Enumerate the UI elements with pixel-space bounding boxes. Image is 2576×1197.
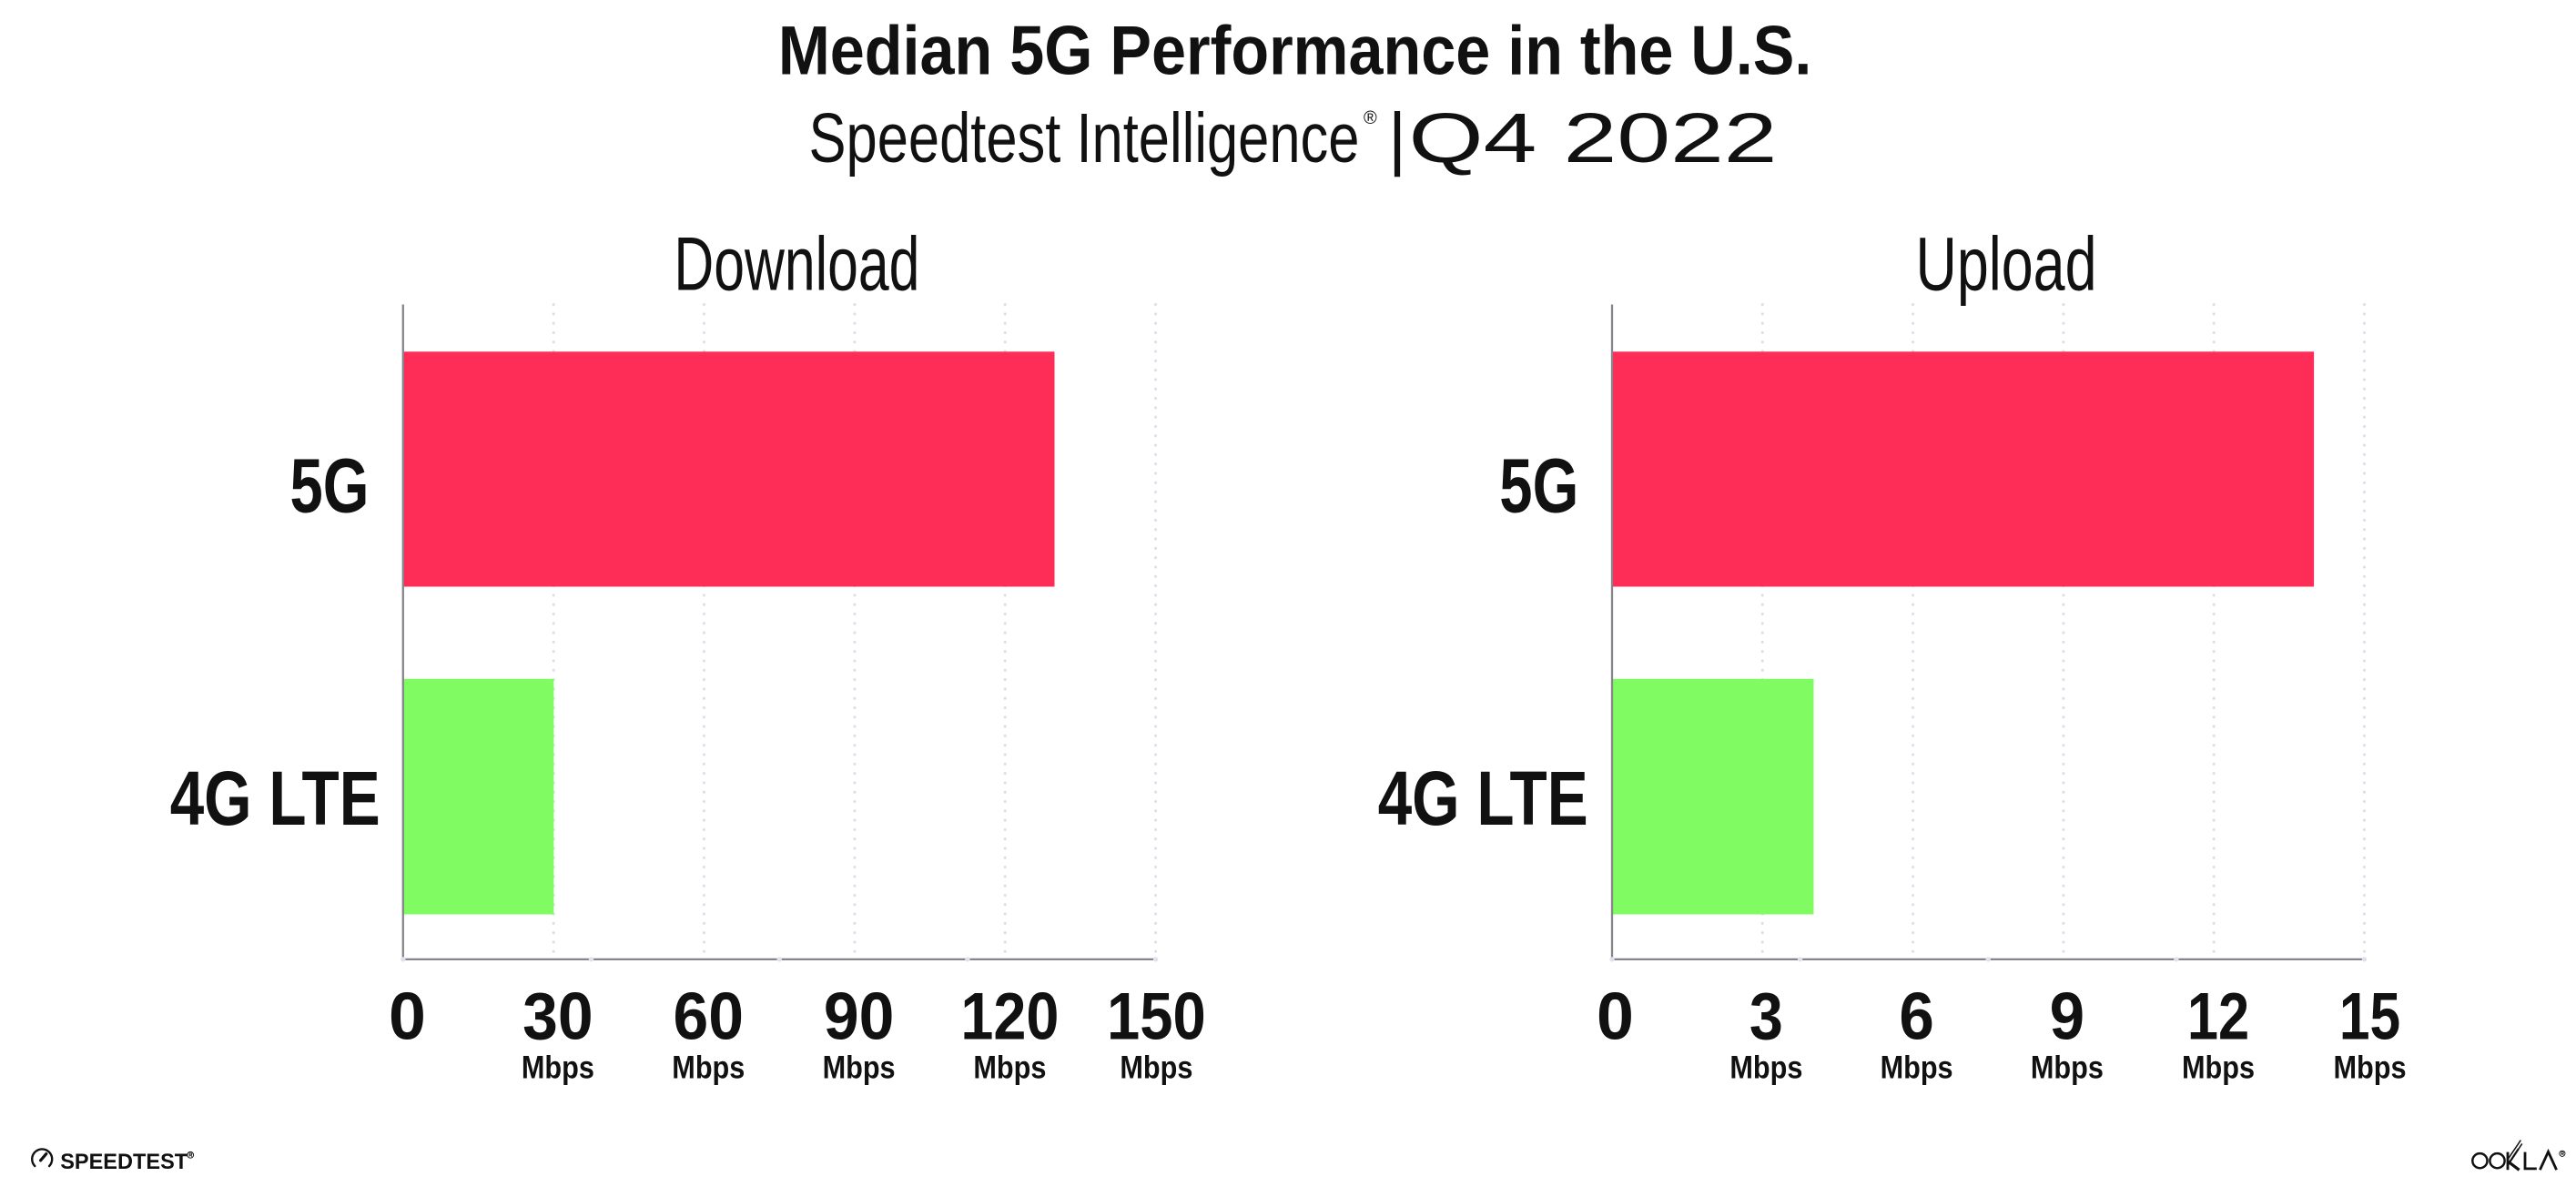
- svg-text:Mbps: Mbps: [2334, 1049, 2407, 1085]
- svg-text:60: 60: [674, 978, 745, 1053]
- svg-text:0: 0: [1597, 978, 1634, 1053]
- svg-text:Mbps: Mbps: [1120, 1049, 1192, 1085]
- svg-text:Upload: Upload: [1916, 221, 2097, 307]
- svg-text:Mbps: Mbps: [2031, 1049, 2104, 1085]
- svg-text:®: ®: [1364, 108, 1377, 128]
- svg-text:9: 9: [2050, 978, 2085, 1053]
- svg-text:5G: 5G: [290, 442, 370, 528]
- svg-text:6: 6: [1899, 978, 1934, 1053]
- svg-text:SPEEDTEST: SPEEDTEST: [60, 1150, 188, 1174]
- svg-text:Mbps: Mbps: [522, 1049, 594, 1085]
- svg-text:Mbps: Mbps: [672, 1049, 745, 1085]
- svg-text:120: 120: [960, 978, 1059, 1053]
- svg-text:Mbps: Mbps: [1729, 1049, 1802, 1085]
- svg-text:4G LTE: 4G LTE: [1378, 756, 1588, 841]
- svg-text:Q4 2022: Q4 2022: [1409, 99, 1778, 178]
- svg-text:3: 3: [1749, 978, 1783, 1053]
- svg-text:Mbps: Mbps: [1881, 1049, 1953, 1085]
- svg-text:30: 30: [522, 978, 593, 1053]
- svg-text:4G LTE: 4G LTE: [170, 756, 380, 841]
- svg-text:Mbps: Mbps: [973, 1049, 1046, 1085]
- svg-text:15: 15: [2339, 978, 2400, 1053]
- svg-text:90: 90: [824, 978, 895, 1053]
- svg-text:Median 5G Performance in the U: Median 5G Performance in the U.S.: [778, 12, 1812, 89]
- svg-text:0: 0: [389, 978, 426, 1053]
- svg-text:5G: 5G: [1499, 442, 1578, 528]
- svg-text:Download: Download: [674, 221, 919, 307]
- svg-text:150: 150: [1107, 978, 1206, 1053]
- svg-text:Speedtest Intelligence: Speedtest Intelligence: [809, 99, 1360, 178]
- svg-text:Mbps: Mbps: [2182, 1049, 2255, 1085]
- svg-text:Mbps: Mbps: [823, 1049, 896, 1085]
- svg-text:|: |: [1388, 99, 1406, 178]
- svg-text:12: 12: [2187, 978, 2249, 1053]
